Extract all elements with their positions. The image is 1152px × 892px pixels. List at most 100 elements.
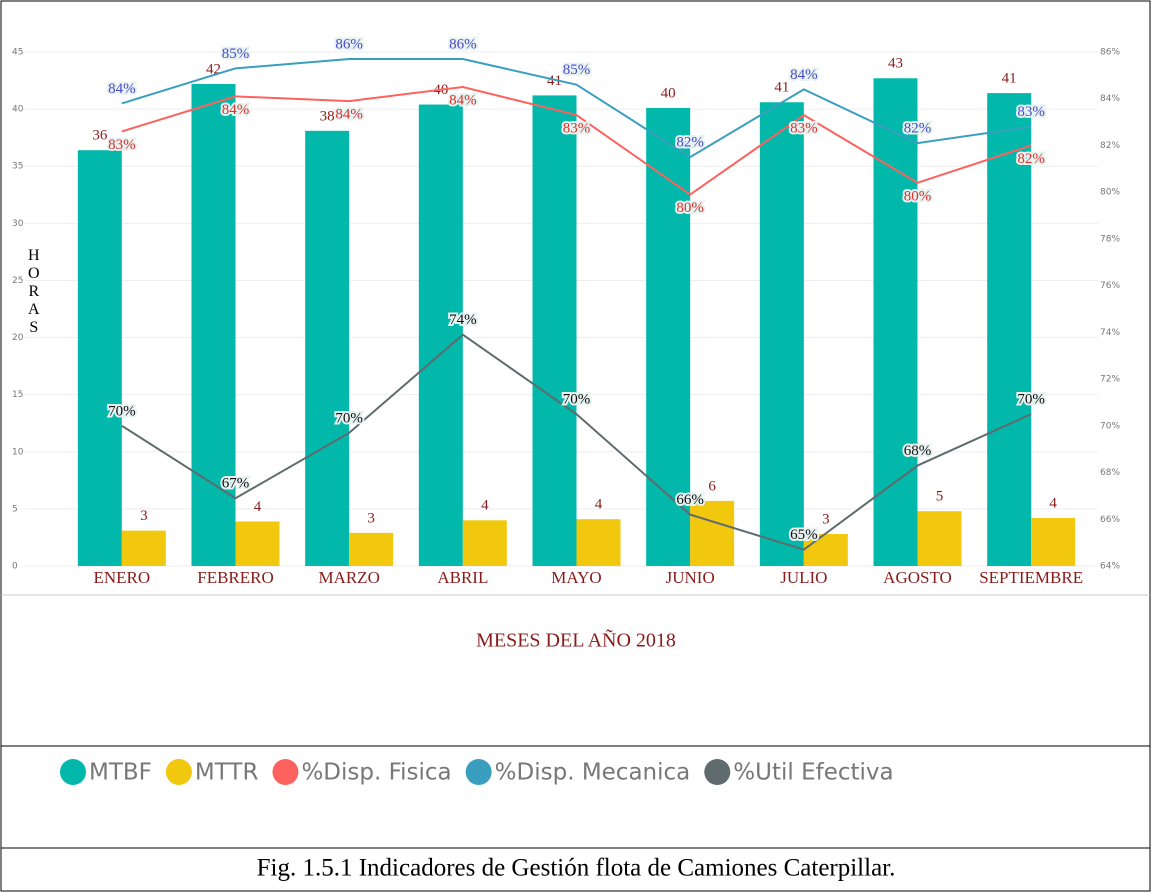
bar xyxy=(646,107,691,567)
caption: Fig. 1.5.1 Indicadores de Gestión flota … xyxy=(257,855,896,882)
data-label: 4 xyxy=(1049,495,1057,511)
bar xyxy=(803,534,848,566)
y-tick-label: 35 xyxy=(12,162,23,172)
y-tick-label: 10 xyxy=(12,447,24,457)
bar xyxy=(532,95,577,566)
data-label: 82% xyxy=(904,121,932,137)
data-label: 3 xyxy=(822,511,830,527)
y-tick-label: 15 xyxy=(12,390,23,400)
data-label: 3 xyxy=(367,510,375,526)
y-tick-label: 0 xyxy=(12,562,18,572)
data-label: 85% xyxy=(563,62,591,78)
data-label: 84% xyxy=(449,92,477,108)
data-label: 41 xyxy=(1002,71,1017,87)
bar xyxy=(576,519,621,566)
y-tick-label: 30 xyxy=(12,219,24,229)
line xyxy=(121,86,1032,196)
data-label: 36 xyxy=(92,128,108,144)
data-label: 83% xyxy=(108,137,136,153)
bar xyxy=(349,532,394,566)
bar xyxy=(759,102,804,566)
y2-tick-label: 78% xyxy=(1100,234,1120,244)
data-label: 41 xyxy=(774,80,789,96)
legend-entry: %Disp. Fisica xyxy=(301,760,451,786)
data-label: 4 xyxy=(595,497,603,513)
x-tick-label: SEPTIEMBRE xyxy=(979,568,1083,587)
y2-tick-label: 66% xyxy=(1100,515,1120,525)
data-label: 70% xyxy=(108,403,136,419)
bar xyxy=(191,83,236,566)
bar xyxy=(305,130,350,566)
data-label: 86% xyxy=(449,36,477,52)
legend-marker xyxy=(272,759,299,785)
y-tick-label: 45 xyxy=(12,48,23,58)
y-tick-label: 40 xyxy=(12,105,24,115)
legend-marker xyxy=(465,759,492,785)
data-label: 4 xyxy=(254,499,262,515)
data-label: 74% xyxy=(449,312,477,328)
data-label: 86% xyxy=(335,36,363,52)
legend-marker xyxy=(165,759,192,785)
x-tick-label: FEBRERO xyxy=(197,568,274,587)
x-tick-label: ENERO xyxy=(93,568,150,587)
y2-tick-label: 86% xyxy=(1100,48,1120,58)
x-tick-label: AGOSTO xyxy=(883,568,952,587)
data-label: 84% xyxy=(790,67,818,83)
data-label: 4 xyxy=(481,498,489,514)
legend-entry: %Util Efectiva xyxy=(733,760,893,786)
x-axis-label: MESES DEL AÑO 2018 xyxy=(476,628,676,652)
y-tick-label: 20 xyxy=(12,333,24,343)
data-label: 84% xyxy=(335,107,363,123)
data-label: 5 xyxy=(936,489,944,505)
x-tick-label: ABRIL xyxy=(437,568,488,587)
y2-tick-label: 80% xyxy=(1100,188,1120,198)
bar xyxy=(873,78,918,566)
bar xyxy=(121,530,166,566)
legend-entry: MTTR xyxy=(195,760,259,786)
bar xyxy=(1031,518,1076,566)
data-label: 70% xyxy=(1017,392,1045,408)
x-tick-label: MAYO xyxy=(551,568,601,587)
legend-marker xyxy=(704,759,731,785)
bar xyxy=(77,150,122,566)
line xyxy=(121,58,1032,159)
bar xyxy=(418,104,463,566)
data-label: 80% xyxy=(676,200,704,216)
data-label: 84% xyxy=(222,102,250,118)
data-label: 83% xyxy=(1017,104,1045,120)
y-axis-label: HORAS xyxy=(25,247,42,337)
bar xyxy=(987,93,1032,567)
legend-entry: %Disp. Mecanica xyxy=(495,760,691,786)
y-tick-label: 5 xyxy=(12,504,18,514)
data-label: 43 xyxy=(888,56,903,72)
bar xyxy=(235,521,280,566)
data-label: 68% xyxy=(904,443,932,459)
bar xyxy=(462,520,507,566)
y2-tick-label: 76% xyxy=(1100,281,1120,291)
data-label: 38 xyxy=(320,108,335,124)
x-tick-label: JULIO xyxy=(780,568,827,587)
bar xyxy=(690,500,735,566)
data-label: 40 xyxy=(661,85,676,101)
y2-tick-label: 70% xyxy=(1100,421,1120,431)
y-tick-label: 25 xyxy=(12,276,23,286)
data-label: 80% xyxy=(904,188,932,204)
y2-tick-label: 72% xyxy=(1100,375,1120,385)
y2-tick-label: 64% xyxy=(1100,562,1120,572)
data-label: 70% xyxy=(563,392,591,408)
legend-marker xyxy=(60,759,86,785)
data-label: 83% xyxy=(563,121,591,137)
data-label: 82% xyxy=(1017,151,1045,167)
data-label: 65% xyxy=(790,527,818,543)
data-label: 82% xyxy=(676,135,704,151)
x-tick-label: JUNIO xyxy=(666,568,715,587)
y2-tick-label: 82% xyxy=(1100,141,1120,151)
x-tick-label: MARZO xyxy=(318,568,379,587)
data-label: 85% xyxy=(222,46,250,62)
data-label: 41 xyxy=(547,73,562,89)
data-label: 83% xyxy=(790,121,818,137)
y2-tick-label: 68% xyxy=(1100,468,1120,478)
y2-tick-label: 74% xyxy=(1100,328,1120,338)
